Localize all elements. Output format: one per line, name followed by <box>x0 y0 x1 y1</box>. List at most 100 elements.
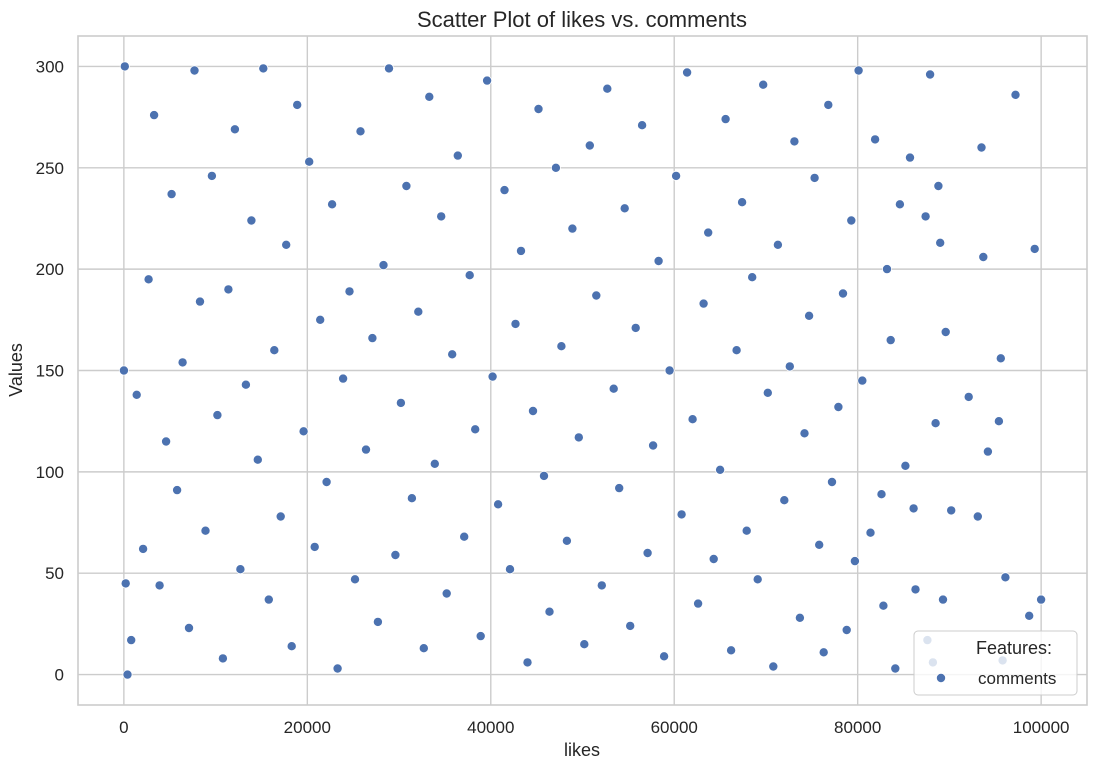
data-point <box>149 110 160 121</box>
data-point <box>653 255 664 266</box>
data-point <box>154 580 165 591</box>
data-point <box>608 383 619 394</box>
data-point <box>240 379 251 390</box>
data-point <box>522 657 533 668</box>
data-point <box>275 511 286 522</box>
data-point <box>418 643 429 654</box>
legend-box <box>913 630 1078 696</box>
data-point <box>304 156 315 167</box>
data-point <box>360 444 371 455</box>
data-point <box>938 594 949 605</box>
data-point <box>475 631 486 642</box>
y-tick-label: 200 <box>36 260 64 279</box>
data-point <box>493 499 504 510</box>
data-point <box>865 527 876 538</box>
data-point <box>122 669 133 680</box>
data-point <box>436 211 447 222</box>
data-point <box>550 162 561 173</box>
data-point <box>177 357 188 368</box>
data-point <box>292 99 303 110</box>
y-tick-label: 0 <box>55 666 64 685</box>
data-point <box>726 645 737 656</box>
data-point <box>441 588 452 599</box>
data-point <box>630 322 641 333</box>
data-point <box>504 564 515 575</box>
y-tick-label: 100 <box>36 463 64 482</box>
data-point <box>194 296 205 307</box>
x-tick-label: 60000 <box>651 718 698 737</box>
data-point <box>799 428 810 439</box>
data-point <box>321 476 332 487</box>
data-point <box>258 63 269 74</box>
data-point <box>200 525 211 536</box>
data-point <box>131 389 142 400</box>
data-point <box>972 511 983 522</box>
data-point <box>1024 610 1035 621</box>
data-point <box>189 65 200 76</box>
data-point <box>741 525 752 536</box>
data-point <box>614 483 625 494</box>
data-point <box>161 436 172 447</box>
data-point <box>779 495 790 506</box>
legend: Features: comments <box>913 630 1078 696</box>
data-point <box>823 99 834 110</box>
tick-labels: 0 20000 40000 60000 80000 100000 0 50 100 150 200 2… <box>36 57 1070 737</box>
data-point <box>933 180 944 191</box>
data-point <box>126 635 137 646</box>
data-point <box>752 574 763 585</box>
data-point <box>946 505 957 516</box>
data-point <box>355 126 366 137</box>
data-point <box>447 349 458 360</box>
x-tick-label: 40000 <box>467 718 514 737</box>
data-point <box>625 620 636 631</box>
data-point <box>332 663 343 674</box>
data-point <box>682 67 693 78</box>
data-point <box>841 625 852 636</box>
data-point <box>687 414 698 425</box>
data-point <box>910 584 921 595</box>
data-point <box>452 150 463 161</box>
legend-entry-comments: comments <box>978 669 1056 688</box>
y-tick-label: 150 <box>36 362 64 381</box>
data-point <box>349 574 360 585</box>
data-point <box>390 550 401 561</box>
data-point <box>849 556 860 567</box>
data-point <box>217 653 228 664</box>
data-point <box>619 203 630 214</box>
data-point <box>556 341 567 352</box>
data-point <box>487 371 498 382</box>
data-point <box>383 63 394 74</box>
data-point <box>246 215 257 226</box>
x-tick-label: 100000 <box>1013 718 1070 737</box>
data-point <box>309 541 320 552</box>
data-point <box>925 69 936 80</box>
data-point <box>920 211 931 222</box>
data-point <box>499 185 510 196</box>
data-point <box>212 410 223 421</box>
data-point <box>459 531 470 542</box>
data-point <box>804 310 815 321</box>
data-point <box>908 503 919 514</box>
data-points <box>118 61 1047 680</box>
data-point <box>671 170 682 181</box>
data-point <box>584 140 595 151</box>
data-point <box>464 270 475 281</box>
y-axis-label: Values <box>6 343 26 397</box>
data-point <box>528 405 539 416</box>
grid <box>78 36 1087 705</box>
data-point <box>120 578 131 589</box>
data-point <box>731 345 742 356</box>
data-point <box>708 554 719 565</box>
data-point <box>298 426 309 437</box>
data-point <box>281 239 292 250</box>
data-point <box>561 535 572 546</box>
data-point <box>637 120 648 131</box>
data-point <box>327 199 338 210</box>
x-axis-label: likes <box>564 740 600 760</box>
data-point <box>315 314 326 325</box>
data-point <box>995 353 1006 364</box>
data-point <box>772 239 783 250</box>
data-point <box>809 172 820 183</box>
